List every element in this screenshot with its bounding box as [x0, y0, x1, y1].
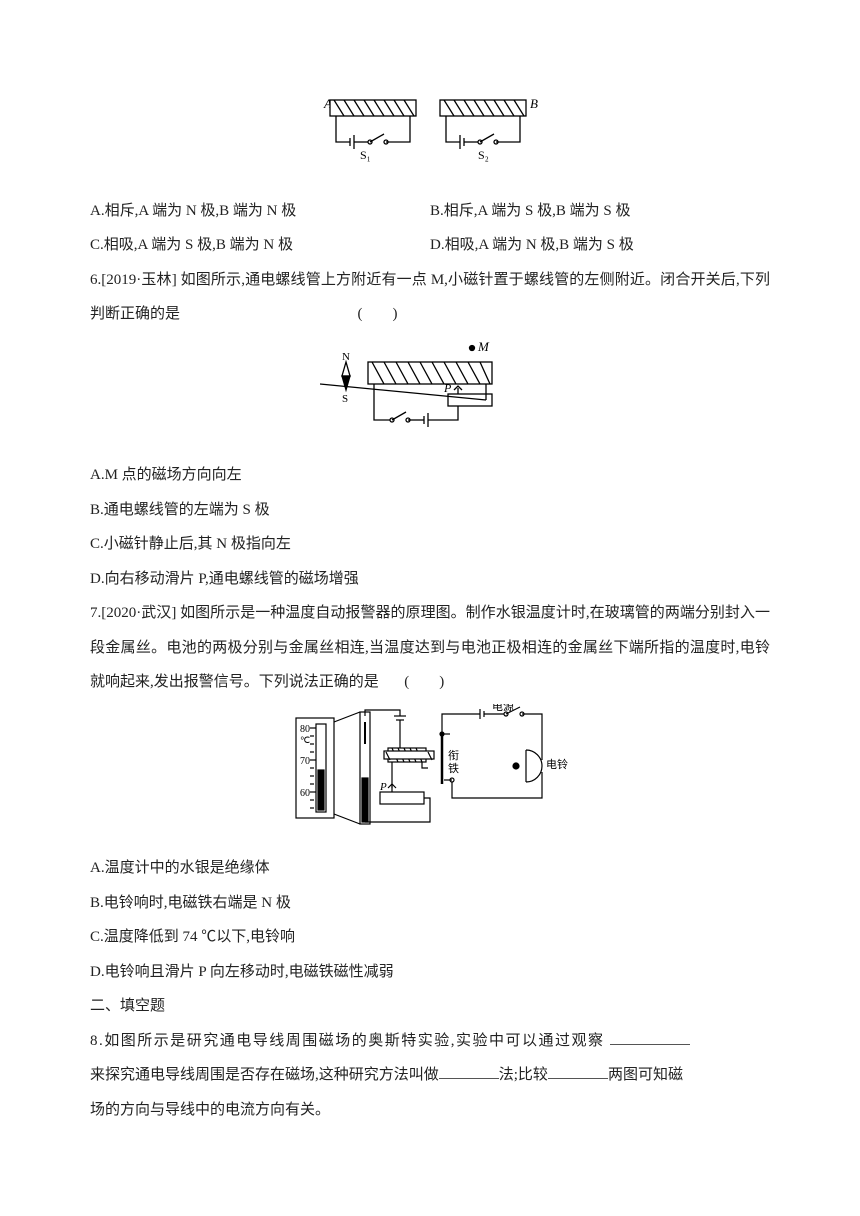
q6-opt-b: B.通电螺线管的左端为 S 极 [90, 493, 770, 528]
q8-line3: 场的方向与导线中的电流方向有关。 [90, 1093, 770, 1128]
q7-opt-c: C.温度降低到 74 ℃以下,电铃响 [90, 920, 770, 955]
bell-label: 电铃 [546, 757, 568, 771]
q8: 8.如图所示是研究通电导线周围磁场的奥斯特实验,实验中可以通过观察 [90, 1024, 770, 1059]
q7-paren: ( ) [404, 674, 444, 690]
q6-prefix: 6.[2019·玉林] 如图所示,通电螺线管上方附近有一点 M,小磁针置于螺线管… [90, 272, 770, 323]
q8-line1a: 8.如图所示是研究通电导线周围磁场的奥斯特实验,实验中可以通过观察 [90, 1033, 605, 1049]
q6-opt-a: A.M 点的磁场方向向左 [90, 458, 770, 493]
q6-opt-d: D.向右移动滑片 P,通电螺线管的磁场增强 [90, 562, 770, 597]
q5-solenoids-svg: A S₁ B [300, 94, 560, 176]
q6-opt-c: C.小磁针静止后,其 N 极指向左 [90, 527, 770, 562]
q8-line2c: 两图可知磁 [608, 1067, 683, 1083]
q5-options: A.相斥,A 端为 N 极,B 端为 N 极 B.相斥,A 端为 S 极,B 端… [90, 194, 770, 263]
q8-line2b: 法;比较 [499, 1067, 548, 1083]
q6-figure: M N S P [90, 336, 770, 455]
q5-opt-c-text: C.相吸,A 端为 S 极,B 端为 N 极 [90, 237, 293, 253]
q7-alarm-svg: 80 ℃ 70 60 [280, 704, 580, 834]
q5-opt-d-text: D.相吸,A 端为 N 极,B 端为 S 极 [430, 237, 634, 253]
compass-s: S [342, 393, 348, 405]
q5-option-b: B.相斥,A 端为 S 极,B 端为 S 极 [430, 194, 770, 229]
temp-80: 80 [300, 724, 310, 735]
iron-label-2: 铁 [448, 762, 459, 775]
q7-figure: 80 ℃ 70 60 [90, 704, 770, 848]
q8-line2: 来探究通电导线周围是否存在磁场,这种研究方法叫做 法;比较 两图可知磁 [90, 1058, 770, 1093]
q7-options: A.温度计中的水银是绝缘体 B.电铃响时,电磁铁右端是 N 极 C.温度降低到 … [90, 851, 770, 989]
temp-60: 60 [300, 788, 310, 799]
m-label: M [477, 339, 490, 354]
q5-option-a: A.相斥,A 端为 N 极,B 端为 N 极 [90, 194, 430, 229]
q8-line2a: 来探究通电导线周围是否存在磁场,这种研究方法叫做 [90, 1067, 439, 1083]
q7-opt-a: A.温度计中的水银是绝缘体 [90, 851, 770, 886]
p-label: P [443, 381, 452, 395]
q5-opt-a-text: A.相斥,A 端为 N 极,B 端为 N 极 [90, 203, 296, 219]
temp-deg: ℃ [300, 735, 310, 745]
temp-70: 70 [300, 756, 310, 767]
q6-paren: ( ) [358, 306, 398, 322]
q7-opt-b: B.电铃响时,电磁铁右端是 N 极 [90, 886, 770, 921]
q5-figure: A S₁ B [90, 94, 770, 190]
switch1-label: S₁ [360, 148, 371, 162]
section2-heading: 二、填空题 [90, 989, 770, 1024]
iron-label-1: 衔 [448, 749, 459, 762]
q6-stem: 6.[2019·玉林] 如图所示,通电螺线管上方附近有一点 M,小磁针置于螺线管… [90, 263, 770, 332]
switch2-label: S₂ [478, 148, 489, 162]
q6-solenoid-svg: M N S P [320, 336, 540, 441]
q8-blank2 [439, 1063, 499, 1079]
q6-options: A.M 点的磁场方向向左 B.通电螺线管的左端为 S 极 C.小磁针静止后,其 … [90, 458, 770, 596]
q5-opt-b-text: B.相斥,A 端为 S 极,B 端为 S 极 [430, 203, 630, 219]
q7-stem: 7.[2020·武汉] 如图所示是一种温度自动报警器的原理图。制作水银温度计时,… [90, 596, 770, 700]
q5-option-c: C.相吸,A 端为 S 极,B 端为 N 极 [90, 228, 430, 263]
p-label-q7: P [379, 781, 387, 793]
q8-blank3 [548, 1063, 608, 1079]
q5-option-d: D.相吸,A 端为 N 极,B 端为 S 极 [430, 228, 770, 263]
coil-b-label: B [530, 96, 538, 111]
q7-opt-d: D.电铃响且滑片 P 向左移动时,电磁铁磁性减弱 [90, 955, 770, 990]
q8-blank1 [610, 1029, 690, 1045]
power-label: 电源 [492, 704, 514, 713]
